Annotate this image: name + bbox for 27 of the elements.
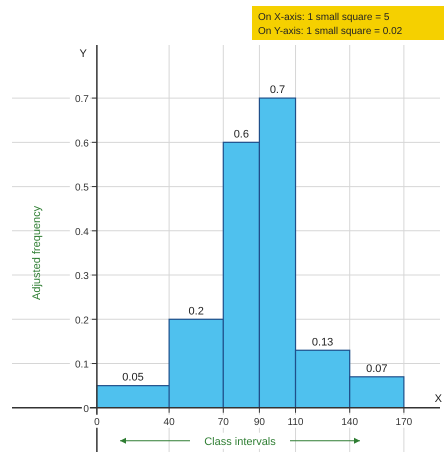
- x-tick-label: 110: [288, 416, 304, 428]
- x-tick-label: 140: [341, 416, 358, 428]
- y-tick-label: 0.3: [74, 271, 90, 282]
- x-tick-label: 170: [396, 416, 413, 428]
- data-label: 0.05: [122, 372, 144, 384]
- x-tick-label: 40: [164, 416, 176, 428]
- y-tick-label: 0.2: [74, 315, 90, 326]
- y-tick-label: 0.1: [74, 360, 90, 371]
- x-tick-label: 90: [254, 416, 266, 428]
- annotation: Y: [80, 48, 88, 60]
- x-tick-label: 0: [94, 416, 100, 428]
- data-label: 0.6: [234, 128, 249, 140]
- text: On Y-axis: 1 small square = 0.02: [258, 26, 403, 37]
- x-tick-label: 70: [218, 416, 230, 428]
- y-tick-label: 0: [83, 404, 90, 415]
- y-tick-label: 0.5: [74, 182, 90, 194]
- text: On X-axis: 1 small square = 5: [258, 12, 390, 23]
- annotation: X: [434, 392, 443, 405]
- data-label: 0.7: [270, 84, 286, 96]
- y-tick-label: 0.4: [74, 226, 90, 238]
- y-tick-label: 0.6: [74, 138, 90, 150]
- y-tick-label: 0.7: [74, 94, 90, 106]
- data-label: 0.2: [188, 305, 204, 318]
- data-label: 0.07: [366, 362, 388, 375]
- x-axis-title: Class intervals: [204, 436, 276, 448]
- y-axis-title: Adjusted frequency: [31, 205, 43, 300]
- data-label: 0.13: [312, 336, 334, 348]
